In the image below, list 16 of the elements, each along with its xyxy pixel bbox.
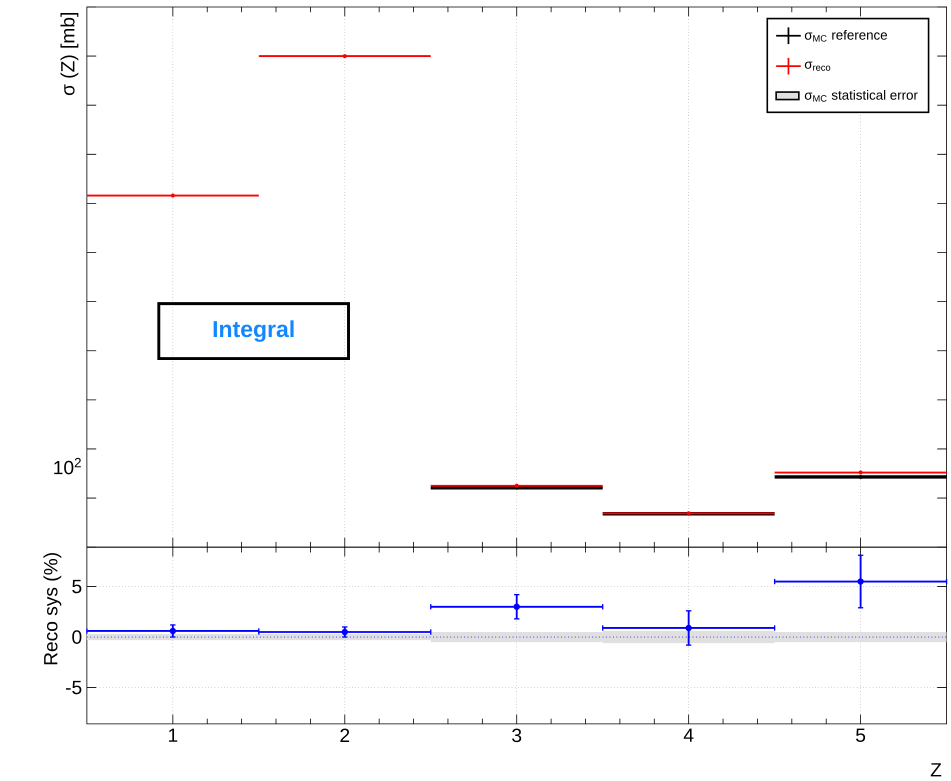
y-tick-label: 0	[72, 630, 82, 644]
y-tick-label: -5	[66, 680, 82, 694]
legend-label: σ$_{MC}$ statistical error	[804, 90, 918, 102]
annotation: Integral	[214, 320, 294, 342]
x-tick-label: 1	[168, 728, 178, 742]
x-tick-label: 5	[856, 728, 866, 742]
x-tick-label: 3	[512, 728, 522, 742]
x-tick-label: 4	[684, 728, 694, 742]
legend-label: σ$_{MC}$ reference	[804, 30, 888, 42]
y-tick-label: 5	[72, 580, 82, 594]
text: 10$^{2}$	[54, 458, 81, 474]
y-axis-title: Reco sys (%)	[43, 553, 62, 664]
x-axis-title: Z	[930, 763, 942, 776]
legend-label: σ$_{reco}$	[804, 62, 830, 71]
y-axis-title: σ (Z) [mb]	[60, 13, 78, 96]
x-tick-label: 2	[340, 728, 350, 742]
